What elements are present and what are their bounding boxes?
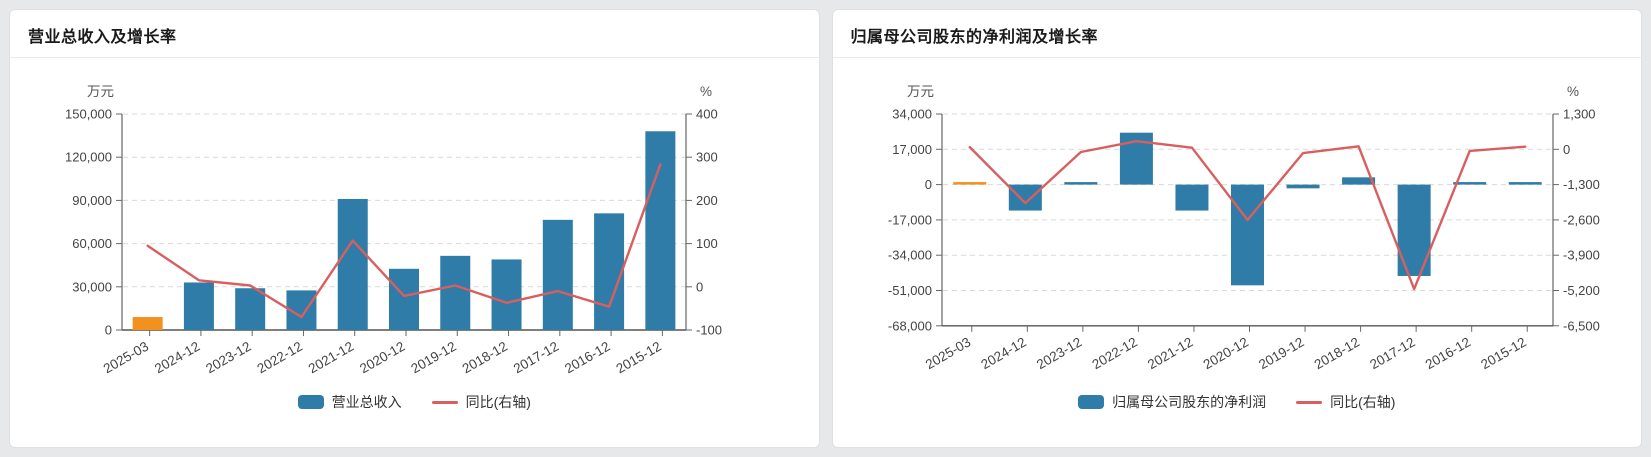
net-profit-chart-legend: 归属母公司股东的净利润 同比(右轴) bbox=[837, 390, 1638, 414]
x-axis-category-label: 2015-12 bbox=[613, 339, 663, 377]
x-axis-category-label: 2016-12 bbox=[1422, 334, 1472, 372]
left-axis-tick-label: 17,000 bbox=[892, 142, 932, 157]
bar-2023-12[interactable] bbox=[235, 288, 266, 330]
revenue-chart-legend: 营业总收入 同比(右轴) bbox=[14, 390, 815, 414]
x-axis-category-label: 2019-12 bbox=[1256, 334, 1306, 372]
x-axis-category-label: 2020-12 bbox=[357, 339, 407, 377]
x-axis-category-label: 2025-03 bbox=[922, 334, 972, 372]
revenue-card-title: 营业总收入及增长率 bbox=[10, 10, 819, 58]
line-swatch-icon bbox=[1296, 400, 1323, 404]
x-axis-category-label: 2016-12 bbox=[562, 339, 612, 377]
right-axis-tick-label: 100 bbox=[696, 236, 718, 251]
left-axis-tick-label: 0 bbox=[924, 177, 931, 192]
right-axis-tick-label: 0 bbox=[1563, 142, 1570, 157]
bar-2024-12[interactable] bbox=[1008, 184, 1042, 211]
legend-label: 同比(右轴) bbox=[465, 394, 531, 410]
left-axis-tick-label: 30,000 bbox=[72, 279, 112, 294]
legend-item-series[interactable]: 营业总收入 bbox=[297, 392, 402, 412]
right-axis-tick-label: -5,200 bbox=[1563, 283, 1600, 298]
left-axis-tick-label: -17,000 bbox=[887, 212, 931, 227]
right-axis-unit: % bbox=[1567, 84, 1579, 99]
legend-label: 营业总收入 bbox=[331, 394, 402, 410]
net-profit-card-title: 归属母公司股东的净利润及增长率 bbox=[832, 10, 1641, 58]
right-axis-tick-label: 1,300 bbox=[1563, 107, 1596, 122]
chart-canvas: 34,000 1,300 17,000 0 0 -1,300 -17,000 -2,600 -3… bbox=[887, 84, 1600, 372]
revenue-growth-chart[interactable]: 150,000 400 120,000 300 90,000 200 60,000 100 30… bbox=[14, 58, 815, 396]
growth-trend-line[interactable] bbox=[146, 163, 662, 319]
bar-2023-12[interactable] bbox=[1063, 182, 1097, 185]
left-axis-tick-label: -68,000 bbox=[887, 318, 931, 333]
bar-2015-12[interactable] bbox=[645, 131, 676, 330]
growth-trend-line[interactable] bbox=[968, 139, 1526, 291]
right-axis-tick-label: -2,600 bbox=[1563, 212, 1600, 227]
right-axis-tick-label: 0 bbox=[696, 279, 703, 294]
left-axis-tick-label: 34,000 bbox=[892, 107, 932, 122]
right-axis-tick-label: 400 bbox=[696, 107, 718, 122]
x-axis-category-label: 2015-12 bbox=[1478, 334, 1528, 372]
x-axis-category-label: 2019-12 bbox=[408, 339, 458, 377]
x-axis-category-label: 2023-12 bbox=[1033, 334, 1083, 372]
x-axis-category-label: 2024-12 bbox=[978, 334, 1028, 372]
left-axis-unit: 万元 bbox=[907, 84, 934, 99]
bar-2025-03[interactable] bbox=[132, 317, 163, 330]
legend-label: 归属母公司股东的净利润 bbox=[1112, 394, 1267, 410]
x-axis-category-label: 2018-12 bbox=[460, 339, 510, 377]
left-axis-tick-label: 60,000 bbox=[72, 236, 112, 251]
right-axis-tick-label: 300 bbox=[696, 150, 718, 165]
right-axis-tick-label: -1,300 bbox=[1563, 177, 1600, 192]
legend-item-growth[interactable]: 同比(右轴) bbox=[431, 392, 531, 412]
net-profit-chart-wrap: 34,000 1,300 17,000 0 0 -1,300 -17,000 -2,600 -3… bbox=[833, 58, 1642, 414]
bar-2015-12[interactable] bbox=[1508, 182, 1542, 185]
bar-swatch-icon bbox=[297, 395, 324, 409]
legend-item-series[interactable]: 归属母公司股东的净利润 bbox=[1078, 392, 1266, 412]
right-axis-tick-label: -3,900 bbox=[1563, 248, 1600, 263]
right-axis-tick-label: 200 bbox=[696, 193, 718, 208]
bar-2024-12[interactable] bbox=[183, 282, 214, 330]
bar-2021-12[interactable] bbox=[1174, 184, 1208, 211]
x-axis-category-label: 2023-12 bbox=[203, 339, 253, 377]
bar-2020-12[interactable] bbox=[1230, 184, 1264, 286]
legend-label: 同比(右轴) bbox=[1330, 394, 1396, 410]
x-axis-category-label: 2018-12 bbox=[1311, 334, 1361, 372]
bar-2018-12[interactable] bbox=[1341, 177, 1375, 185]
bar-2019-12[interactable] bbox=[440, 255, 471, 330]
x-axis-category-label: 2022-12 bbox=[255, 339, 305, 377]
bar-2021-12[interactable] bbox=[337, 198, 368, 330]
right-axis-tick-label: -100 bbox=[696, 323, 722, 338]
bar-2017-12[interactable] bbox=[542, 219, 573, 330]
left-axis-tick-label: 90,000 bbox=[72, 193, 112, 208]
right-axis-unit: % bbox=[700, 84, 712, 99]
left-axis-tick-label: 120,000 bbox=[65, 150, 112, 165]
x-axis-category-label: 2021-12 bbox=[1145, 334, 1195, 372]
left-axis-tick-label: -51,000 bbox=[887, 283, 931, 298]
line-swatch-icon bbox=[431, 400, 458, 404]
x-axis-category-label: 2021-12 bbox=[306, 339, 356, 377]
bar-2020-12[interactable] bbox=[389, 268, 419, 330]
bar-2018-12[interactable] bbox=[491, 259, 522, 330]
left-axis-unit: 万元 bbox=[87, 84, 114, 99]
bar-swatch-icon bbox=[1078, 395, 1105, 409]
bar-2016-12[interactable] bbox=[594, 213, 625, 330]
x-axis-category-label: 2020-12 bbox=[1200, 334, 1250, 372]
left-axis-tick-label: 150,000 bbox=[65, 107, 112, 122]
x-axis-category-label: 2022-12 bbox=[1089, 334, 1139, 372]
bar-2019-12[interactable] bbox=[1286, 184, 1320, 189]
x-axis-category-label: 2025-03 bbox=[101, 339, 151, 377]
x-axis-category-label: 2017-12 bbox=[511, 339, 561, 377]
revenue-chart-wrap: 150,000 400 120,000 300 90,000 200 60,000 100 30… bbox=[10, 58, 819, 414]
net-profit-card: 归属母公司股东的净利润及增长率 34,000 1,300 17,000 0 0 -1,30… bbox=[832, 10, 1642, 447]
x-axis-category-label: 2024-12 bbox=[152, 339, 202, 377]
left-axis-tick-label: -34,000 bbox=[887, 248, 931, 263]
net-profit-growth-chart[interactable]: 34,000 1,300 17,000 0 0 -1,300 -17,000 -2,600 -3… bbox=[837, 58, 1638, 396]
bar-2016-12[interactable] bbox=[1452, 182, 1486, 185]
legend-item-growth[interactable]: 同比(右轴) bbox=[1296, 392, 1395, 412]
right-axis-tick-label: -6,500 bbox=[1563, 318, 1600, 333]
chart-canvas: 150,000 400 120,000 300 90,000 200 60,000 100 30… bbox=[65, 84, 722, 377]
left-axis-tick-label: 0 bbox=[105, 323, 112, 338]
bar-2025-03[interactable] bbox=[952, 182, 986, 185]
revenue-card: 营业总收入及增长率 150,000 400 120,000 300 90,000 200 6… bbox=[10, 10, 819, 447]
x-axis-category-label: 2017-12 bbox=[1367, 334, 1417, 372]
